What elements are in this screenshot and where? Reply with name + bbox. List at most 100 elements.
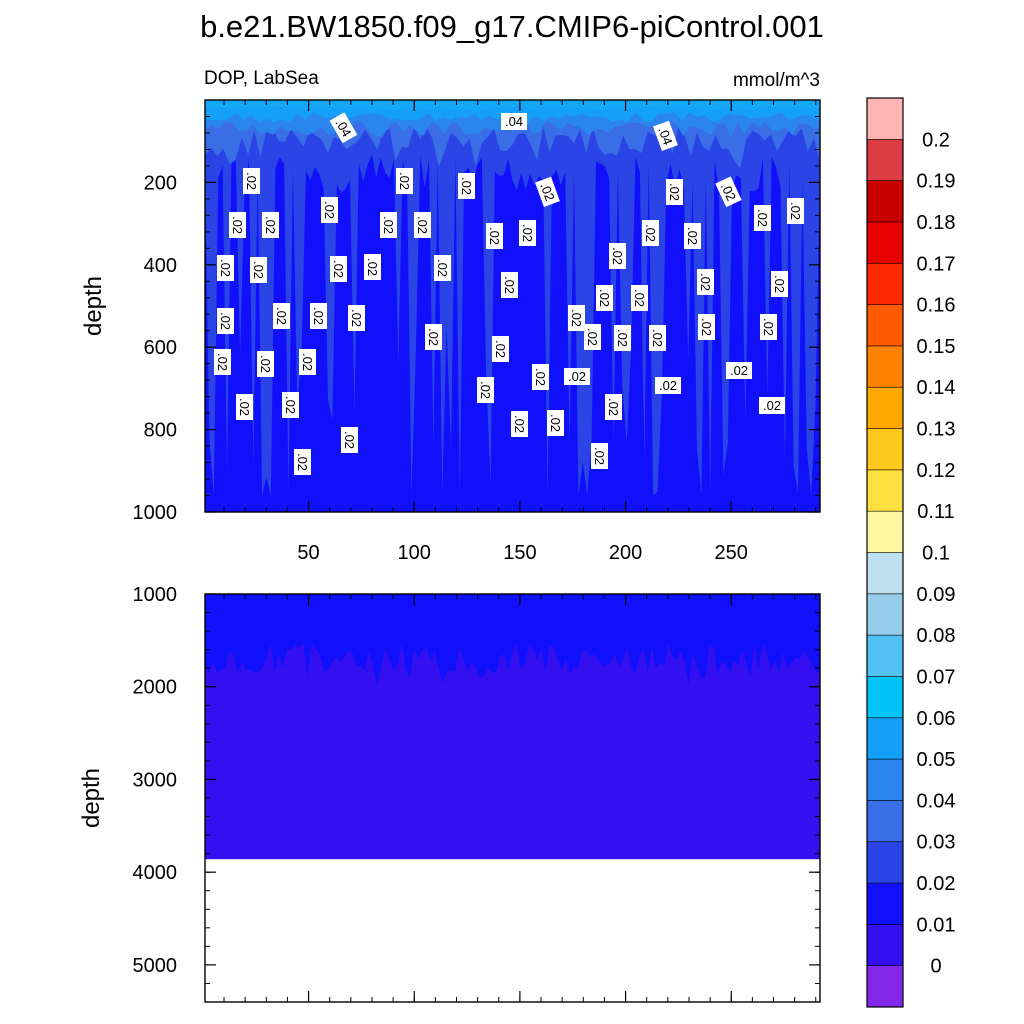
svg-text:.02: .02 [300,353,315,371]
contour-label: .02 [760,314,777,340]
svg-text:.02: .02 [718,180,739,203]
colorbar-level-label: 0.11 [917,501,954,523]
colorbar-swatch [867,635,903,677]
svg-text:.02: .02 [667,183,682,201]
contour-label: .02 [262,212,279,238]
contour-label: .02 [501,272,518,298]
units-label: mmol/m^3 [733,70,820,91]
colorbar-level-label: 0.2 [922,129,950,151]
colorbar-swatch [867,841,903,884]
colorbar-level-label: 0.04 [917,790,956,812]
svg-text:.02: .02 [643,224,658,242]
svg-text:.02: .02 [650,329,665,347]
contour-label: .02 [380,212,397,238]
svg-text:.02: .02 [244,172,259,190]
svg-text:.02: .02 [365,258,380,276]
colorbar-swatch [867,428,903,471]
x-tick-label: 250 [715,542,748,564]
colorbar-level-label: 0.02 [917,873,956,895]
svg-text:.02: .02 [610,247,625,265]
svg-text:.02: .02 [342,431,357,449]
colorbar-level-label: 0.05 [917,749,956,771]
upper-contour-fill [205,99,820,512]
svg-text:.02: .02 [263,216,278,234]
contour-label: .02 [547,410,564,436]
svg-text:.02: .02 [274,307,289,325]
colorbar-level-label: 0.08 [917,625,956,647]
chart-title: b.e21.BW1850.f09_g17.CMIP6-piControl.001 [200,9,824,44]
y-tick-label: 2000 [133,677,178,699]
colorbar-swatch [867,387,903,429]
upper-contour-labels: .04 .04 .04 .02 .02 .02 .02 .02 .02 .02 .02 .02 .02.… [214,112,804,475]
svg-text:.02: .02 [426,328,441,346]
contour-label: .02 [649,325,666,351]
x-tick-label: 100 [398,542,431,564]
colorbar-level-label: 0.13 [917,419,956,441]
contour-label: .02 [486,223,503,249]
upper-band-0.02-0.03 [205,100,820,496]
upper-panel: .04 .04 .04 .02 .02 .02 .02 .02 .02 .02 .02 .02 .02.… [80,99,821,564]
svg-text:.02: .02 [569,309,584,327]
contour-label: .02 [726,362,752,379]
colorbar-swatch [867,221,903,264]
svg-text:.02: .02 [512,415,527,433]
svg-text:.02: .02 [698,273,713,291]
svg-text:.02: .02 [283,396,298,414]
svg-text:.02: .02 [632,289,647,307]
y-tick-label: 4000 [133,862,178,884]
contour-label: .02 [229,212,246,238]
variable-region-label: DOP, LabSea [204,68,319,89]
contour-label: .02 [511,411,528,437]
svg-text:.02: .02 [435,259,450,277]
contour-label: .02 [273,303,290,329]
upper-plot-frame [204,99,821,513]
svg-text:.02: .02 [788,202,803,220]
svg-text:.02: .02 [415,216,430,234]
contour-label: .02 [642,220,659,246]
contour-label: .02 [787,198,804,224]
svg-text:.02: .02 [755,209,770,227]
contour-label: .02 [605,394,622,420]
contour-label: .02 [492,336,509,362]
colorbar-swatch [867,883,903,925]
svg-text:.02: .02 [322,201,337,219]
lower-contour-fill [205,593,820,860]
y-tick-label: 800 [144,420,177,442]
svg-text:.02: .02 [251,261,266,279]
svg-text:.02: .02 [237,398,252,416]
colorbar-swatch [867,139,903,181]
contour-label: .02 [217,308,234,334]
upper-band-0.06-0.07 [205,100,820,111]
svg-text:.02: .02 [520,224,535,242]
svg-text:.02: .02 [548,414,563,432]
svg-text:.02: .02 [215,353,230,371]
svg-text:.02: .02 [258,355,273,373]
contour-label: .02 [458,173,475,199]
colorbar-level-label: 0.07 [917,666,956,688]
contour-label: .02 [655,377,681,394]
contour-label: .02 [257,351,274,377]
svg-text:.02: .02 [381,216,396,234]
contour-label: .02 [584,324,601,350]
contour-label: .02 [282,392,299,418]
contour-label: .02 [243,168,260,194]
contour-label: .02 [698,314,715,340]
svg-text:.02: .02 [230,216,245,234]
contour-label: .02 [414,212,431,238]
contour-label: .02 [609,243,626,269]
contour-label: .02 [535,176,560,207]
contour-label: .02 [568,305,585,331]
contour-label: .02 [532,364,549,390]
colorbar-level-label: 0.03 [917,832,956,854]
svg-text:.02: .02 [459,177,474,195]
svg-text:.02: .02 [349,309,364,327]
colorbar-swatch [867,263,903,305]
colorbar-swatch [867,552,903,595]
contour-label: .02 [754,205,771,231]
colorbar-level-label: 0.16 [917,295,956,317]
lower-band-0.01-0.02 [205,594,820,686]
svg-text:.02: .02 [615,329,630,347]
contour-label: .02 [425,324,442,350]
colorbar-swatch [867,800,903,843]
colorbar-swatch [867,511,903,553]
